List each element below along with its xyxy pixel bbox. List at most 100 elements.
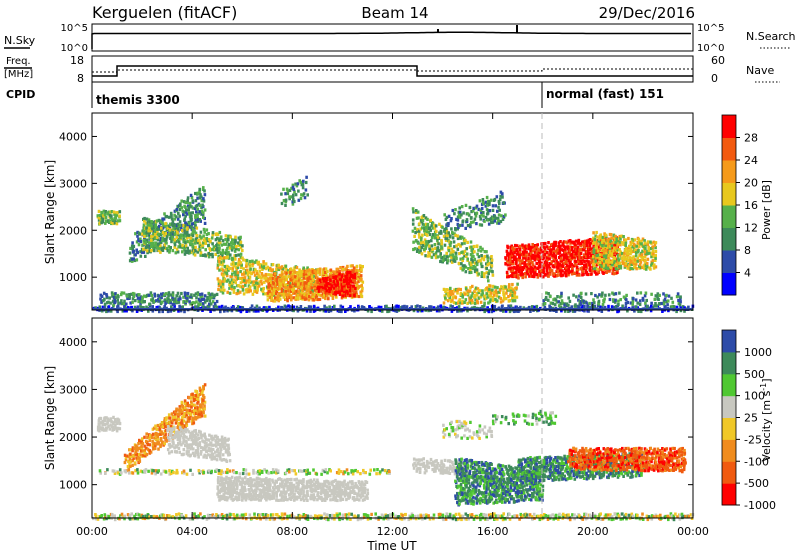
- power-cell: [604, 259, 608, 263]
- power-cell: [233, 270, 236, 274]
- power-cell: [321, 277, 325, 281]
- power-cell: [619, 252, 622, 257]
- power-cell: [128, 259, 132, 263]
- power-cell: [592, 247, 596, 251]
- velocity-cell: [101, 420, 104, 424]
- power-cell: [510, 286, 513, 290]
- power-colorbar-tick: 12: [744, 222, 758, 235]
- velocity-cell: [490, 515, 493, 519]
- power-cell: [497, 290, 500, 294]
- power-cell: [200, 209, 204, 213]
- power-cell: [459, 287, 462, 292]
- power-cell: [629, 266, 633, 270]
- power-cell: [239, 270, 242, 274]
- power-cell: [218, 262, 222, 266]
- power-cell: [190, 196, 194, 200]
- power-cell: [560, 309, 563, 313]
- power-cell: [161, 230, 165, 235]
- power-cell: [234, 235, 237, 239]
- power-cell: [194, 292, 198, 296]
- power-cell: [187, 206, 191, 210]
- power-cell: [296, 282, 300, 286]
- power-cell: [157, 246, 161, 250]
- velocity-cell: [520, 515, 523, 519]
- power-cell: [191, 238, 195, 242]
- power-cell: [203, 221, 207, 225]
- power-cell: [560, 259, 564, 263]
- power-cell: [386, 309, 389, 314]
- power-cell: [112, 210, 116, 214]
- power-cell: [540, 248, 543, 252]
- power-cell: [120, 299, 123, 303]
- power-cell: [410, 305, 413, 309]
- power-cell: [570, 240, 574, 244]
- power-cell: [151, 297, 155, 301]
- power-cell: [239, 235, 242, 239]
- velocity-cell: [442, 517, 445, 522]
- power-cell: [570, 248, 574, 252]
- power-cell: [184, 292, 187, 296]
- power-cell: [418, 305, 422, 309]
- power-cell: [507, 255, 511, 259]
- power-cell: [278, 280, 281, 284]
- power-cell: [425, 229, 429, 233]
- velocity-cell: [411, 514, 414, 518]
- power-cell: [533, 258, 537, 262]
- power-cell: [130, 306, 133, 310]
- power-cell: [479, 249, 483, 253]
- velocity-cell: [432, 517, 435, 521]
- power-cell: [346, 273, 349, 277]
- power-cell: [137, 231, 141, 235]
- power-cell: [411, 207, 415, 211]
- power-cell: [556, 248, 559, 252]
- velocity-cell: [365, 515, 368, 519]
- power-cell: [428, 244, 431, 248]
- power-cell: [102, 214, 105, 218]
- power-cell: [603, 259, 606, 263]
- power-cell: [171, 291, 175, 295]
- power-cell: [519, 272, 522, 276]
- power-cell: [579, 251, 583, 256]
- power-cell: [343, 287, 346, 291]
- power-cell: [334, 276, 337, 281]
- velocity-cell: [162, 513, 166, 517]
- power-cell: [324, 287, 328, 291]
- power-cell: [152, 232, 155, 236]
- power-cell: [477, 207, 481, 211]
- power-cell: [450, 217, 453, 221]
- power-cell: [608, 269, 611, 273]
- power-cell: [461, 258, 464, 262]
- power-cell: [563, 309, 567, 313]
- power-cell: [502, 297, 506, 301]
- power-cell: [203, 238, 207, 242]
- power-cell: [586, 245, 590, 249]
- power-cell: [522, 306, 526, 310]
- power-cell: [445, 255, 449, 259]
- velocity-cell: [260, 513, 263, 517]
- power-cell: [433, 223, 436, 227]
- power-cell: [421, 240, 425, 244]
- power-cell: [461, 295, 464, 299]
- power-cell: [181, 243, 184, 247]
- velocity-cell: [100, 514, 103, 518]
- power-cell: [424, 254, 427, 258]
- velocity-cell: [302, 513, 306, 517]
- power-cell: [585, 250, 589, 254]
- power-cell: [327, 309, 331, 313]
- power-cell: [181, 209, 185, 213]
- power-cell: [284, 305, 288, 309]
- power-cell: [351, 293, 355, 297]
- power-cell: [614, 243, 617, 247]
- power-cell: [220, 272, 224, 276]
- power-cell: [202, 215, 205, 219]
- power-cell: [297, 290, 300, 294]
- power-cell: [473, 217, 477, 221]
- power-cell: [446, 291, 450, 295]
- power-cell: [589, 269, 592, 273]
- velocity-cell: [465, 517, 468, 521]
- velocity-cell: [479, 512, 483, 516]
- power-cell: [485, 262, 488, 266]
- power-cell: [329, 275, 332, 279]
- power-cell: [452, 250, 455, 254]
- power-cell: [275, 279, 279, 283]
